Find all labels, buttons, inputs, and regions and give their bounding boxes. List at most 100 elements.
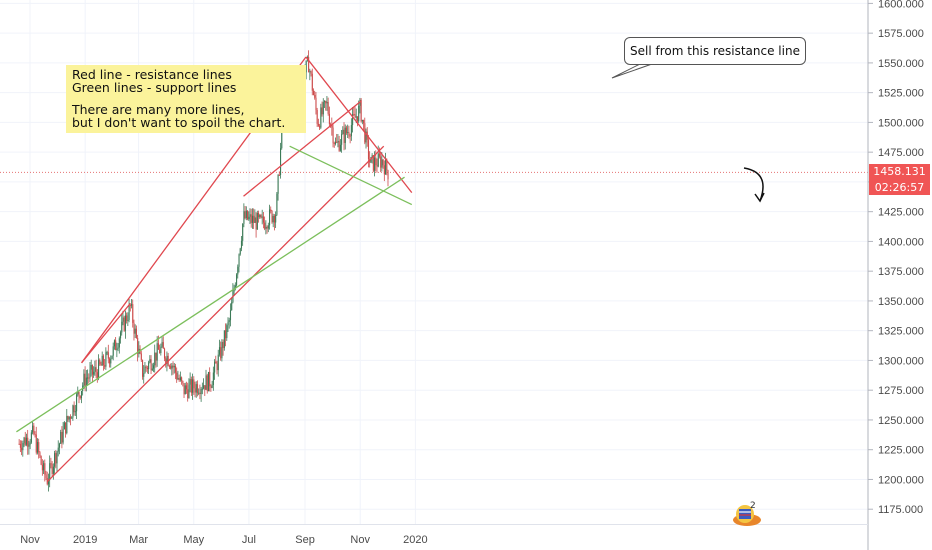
candle-body (223, 330, 225, 349)
candle-body (260, 214, 262, 218)
candle-body (380, 156, 382, 168)
candle-body (261, 216, 263, 218)
candle-body (30, 432, 32, 443)
candle-body (217, 354, 219, 371)
candle-body (210, 386, 212, 388)
candle-body (134, 328, 136, 334)
note-more-lines-text: There are many more lines, (72, 102, 245, 117)
candle-body (182, 380, 184, 384)
candle-body (239, 248, 241, 255)
candle-body (342, 129, 344, 135)
candle-body (365, 131, 367, 143)
candle-body (137, 338, 139, 354)
candle-body (133, 322, 135, 334)
candle-body (116, 348, 118, 351)
candle-body (385, 159, 387, 175)
candle-body (317, 123, 319, 126)
candle-body (109, 358, 111, 364)
candle-body (35, 434, 37, 453)
candle-body (140, 353, 142, 360)
candle-body (348, 131, 350, 136)
candle-body (205, 375, 207, 390)
candle-body (107, 352, 109, 359)
candle-body (172, 365, 174, 368)
candle-body (49, 463, 51, 481)
candle-body (179, 377, 181, 381)
candle-body (195, 384, 197, 393)
candle-body (126, 315, 128, 321)
candle-body (112, 346, 114, 356)
candle-body (34, 434, 36, 436)
candle-body (149, 359, 151, 363)
candle-body (355, 116, 357, 118)
candle-body (90, 365, 92, 370)
resistance-trendline (243, 100, 362, 197)
candle-body (72, 405, 74, 418)
candle-body (258, 212, 260, 218)
support-trendline (16, 176, 405, 433)
candle-body (156, 343, 158, 361)
legend-note (66, 65, 306, 133)
candle-body (216, 363, 218, 371)
candle-body (85, 377, 87, 386)
y-tick-label: 1575.000 (878, 28, 924, 40)
candle-body (206, 375, 208, 392)
candle-body (211, 385, 213, 388)
candle-body (131, 304, 133, 306)
candle-body (196, 384, 199, 394)
candle-body (127, 319, 129, 321)
y-tick-label: 1475.000 (878, 147, 924, 159)
broker-logo-icon[interactable]: 2 (733, 500, 763, 528)
candle-body (349, 135, 351, 137)
candle-body (39, 452, 41, 457)
candle-body (265, 227, 267, 229)
resistance-trendline (46, 145, 385, 483)
candle-body (212, 372, 214, 386)
candle-body (115, 340, 117, 351)
candle-body (201, 388, 203, 390)
candle-body (84, 373, 86, 386)
candle-body (277, 174, 279, 194)
candle-body (55, 453, 57, 464)
candle-body (104, 365, 106, 367)
candle-body (94, 367, 96, 372)
candle-body (244, 211, 246, 219)
candle-body (338, 140, 340, 151)
y-tick-label: 1200.000 (878, 474, 924, 486)
candle-body (38, 442, 40, 453)
candle-body (280, 148, 282, 175)
time-axis: Nov 2019 Mar May Jul Sep Nov 2020 (20, 534, 427, 546)
candle-body (163, 348, 166, 359)
candle-body (135, 328, 137, 339)
callout-annotation[interactable]: Sell from this resistance line (624, 37, 806, 65)
candle-body (309, 71, 311, 73)
candle-body (152, 365, 155, 369)
support-trendline (289, 145, 413, 206)
projection-arrowhead (754, 192, 765, 203)
y-tick-label: 1250.000 (878, 415, 924, 427)
y-tick-label: 1300.000 (878, 355, 924, 367)
x-tick-label: Nov (350, 534, 370, 546)
candle-body (23, 437, 25, 444)
candle-body (185, 385, 188, 390)
candle-body (214, 361, 216, 373)
candle-body (234, 285, 236, 289)
candle-body (339, 144, 341, 151)
candle-body (106, 352, 108, 354)
candle-body (215, 361, 217, 364)
candle-body (354, 114, 356, 118)
candle-body (173, 365, 175, 368)
candle-body (71, 417, 73, 419)
candle-body (209, 372, 211, 387)
candle-body (118, 338, 120, 348)
candle-body (321, 107, 323, 115)
candle-body (370, 157, 372, 163)
candle-body (361, 119, 363, 122)
candle-body (225, 330, 227, 339)
bar-countdown-label: 02:26:57 (869, 180, 930, 195)
candle-body (231, 302, 233, 311)
candle-body (238, 254, 240, 267)
note-support-text: Green lines - support lines (72, 80, 237, 95)
candle-body (33, 425, 35, 435)
